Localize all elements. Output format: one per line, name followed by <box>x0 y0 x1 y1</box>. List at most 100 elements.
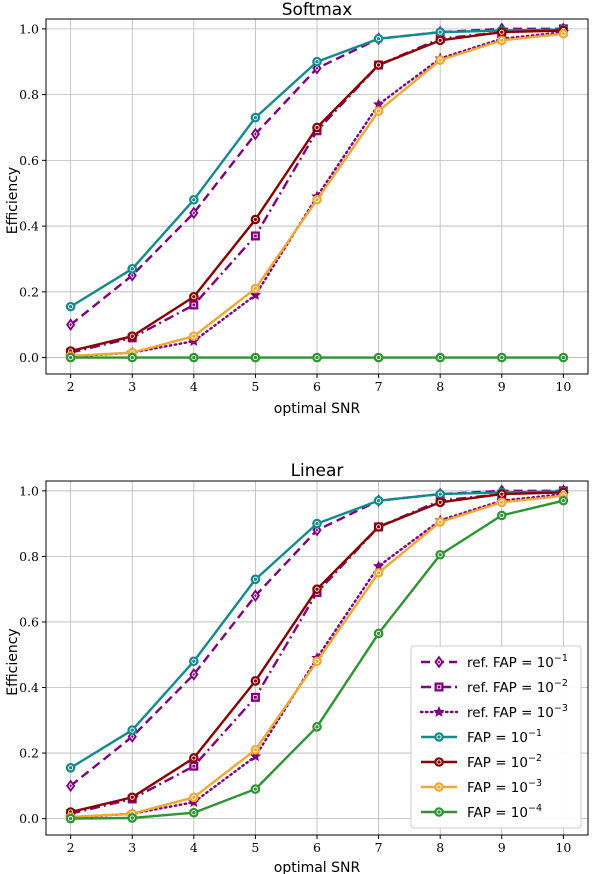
data-point-fap2-inner <box>314 586 320 592</box>
x-tick-label: 7 <box>375 840 383 855</box>
y-tick-label: 0.0 <box>19 811 39 826</box>
y-tick-label: 0.8 <box>19 87 39 102</box>
x-tick-label: 9 <box>498 840 506 855</box>
data-point-fap2 <box>435 497 445 508</box>
legend-label: FAP = 10−2 <box>467 753 542 771</box>
data-point-ref1 <box>189 668 199 681</box>
data-point-fap4 <box>312 722 322 732</box>
y-tick-label: 0.6 <box>19 614 39 629</box>
data-point-fap2-inner <box>252 678 258 684</box>
data-point-fap2-inner <box>437 37 443 43</box>
legend-entry-fap2: FAP = 10−2 <box>421 753 542 771</box>
data-point-fap2-inner <box>314 124 320 131</box>
data-point-fap4-inner <box>499 355 505 361</box>
data-point-fap3 <box>435 517 445 527</box>
data-point-fap3-inner <box>191 794 197 800</box>
data-point-fap3 <box>250 744 261 755</box>
series-fap3 <box>65 28 569 361</box>
data-point-fap2 <box>189 753 199 763</box>
data-point-fap3 <box>189 792 199 803</box>
legend-marker-inner <box>436 784 442 790</box>
data-point-fap2-inner <box>499 491 505 497</box>
data-point-ref2-inner <box>253 695 258 700</box>
data-point-fap3 <box>435 55 445 65</box>
data-point-fap1-inner <box>437 491 443 497</box>
series-fap2 <box>65 487 569 817</box>
legend: ref. FAP = 10−1 ref. FAP = 10−2 ref. FAP =… <box>410 645 582 829</box>
data-point-fap4 <box>189 352 199 363</box>
x-tick-label: 4 <box>190 840 198 855</box>
data-point-fap4-inner <box>68 816 74 822</box>
data-point-fap3 <box>496 497 507 508</box>
data-point-fap4 <box>373 628 384 639</box>
legend-label: ref. FAP = 10−3 <box>467 703 568 721</box>
x-tick-label: 7 <box>375 379 383 394</box>
data-point-fap3-inner <box>437 519 443 525</box>
data-point-fap1 <box>312 56 322 67</box>
data-point-fap4 <box>496 352 507 363</box>
legend-marker-inner <box>436 684 442 690</box>
data-point-ref1-inner <box>253 130 258 138</box>
data-point-fap4-inner <box>252 786 258 792</box>
data-point-ref2 <box>189 761 199 771</box>
y-tick-label: 1.0 <box>19 21 39 36</box>
data-point-fap2-inner <box>376 524 382 530</box>
data-point-fap4 <box>127 352 138 363</box>
chart-softmax: 2 3 4 5 6 7 8 9 10 0.0 0.2 0.4 0.6 0.8 1.0 Softmax optim… <box>5 0 589 417</box>
data-point-fap2 <box>496 489 507 499</box>
data-point-fap1-inner <box>129 266 135 272</box>
y-tick-label: 0.4 <box>19 219 39 234</box>
legend-label: ref. FAP = 10−2 <box>467 678 568 696</box>
data-point-fap1 <box>312 518 322 529</box>
y-tick-label: 1.0 <box>19 483 39 498</box>
data-point-fap4 <box>435 352 445 363</box>
legend-marker <box>433 706 445 717</box>
data-point-fap3-inner <box>252 285 258 292</box>
data-point-ref1-inner <box>68 782 73 790</box>
legend-label: FAP = 10−3 <box>467 778 542 796</box>
data-point-fap2 <box>250 214 261 225</box>
data-point-fap1-inner <box>314 521 320 527</box>
data-point-fap1 <box>189 656 199 667</box>
data-point-fap3-inner <box>499 37 505 43</box>
data-point-fap3 <box>250 283 261 294</box>
data-point-fap4-inner <box>68 355 74 361</box>
data-point-fap4 <box>250 352 261 363</box>
data-point-ref2-inner <box>191 302 197 308</box>
data-point-fap4 <box>65 813 76 824</box>
data-point-ref2 <box>189 300 199 310</box>
data-point-ref1 <box>250 127 261 141</box>
data-point-fap2-inner <box>191 755 197 761</box>
x-axis-label: optimal SNR <box>274 401 361 417</box>
x-tick-label: 2 <box>67 840 75 855</box>
x-tick-label: 3 <box>128 379 136 394</box>
data-point-fap2 <box>127 792 138 803</box>
legend-marker <box>434 757 444 767</box>
data-point-ref1 <box>189 206 199 220</box>
data-point-fap2-inner <box>437 499 443 505</box>
data-point-fap3 <box>312 656 322 667</box>
data-point-fap4 <box>558 495 569 506</box>
data-point-fap1-inner <box>314 59 320 65</box>
series-fap4 <box>65 352 569 363</box>
data-point-fap2 <box>373 60 384 70</box>
data-point-fap3-inner <box>560 31 566 37</box>
data-point-fap2-inner <box>191 294 197 300</box>
x-tick-label: 8 <box>436 379 444 394</box>
data-point-fap3-inner <box>437 57 443 63</box>
data-point-fap2 <box>373 522 384 532</box>
data-point-fap2-inner <box>129 794 135 800</box>
data-point-fap4 <box>65 352 76 363</box>
data-point-fap1-inner <box>68 304 74 310</box>
legend-label: FAP = 10−4 <box>467 803 542 821</box>
legend-box <box>410 645 582 829</box>
y-axis-label: Efficiency <box>5 628 21 695</box>
data-point-fap1 <box>250 574 261 585</box>
data-point-fap4 <box>250 784 261 794</box>
legend-marker <box>434 682 444 692</box>
y-tick-label: 0.4 <box>19 680 39 695</box>
data-point-ref1-inner <box>191 671 197 678</box>
legend-marker <box>434 782 444 792</box>
data-point-fap4-inner <box>314 355 320 361</box>
legend-entry-ref2: ref. FAP = 10−2 <box>421 678 568 696</box>
